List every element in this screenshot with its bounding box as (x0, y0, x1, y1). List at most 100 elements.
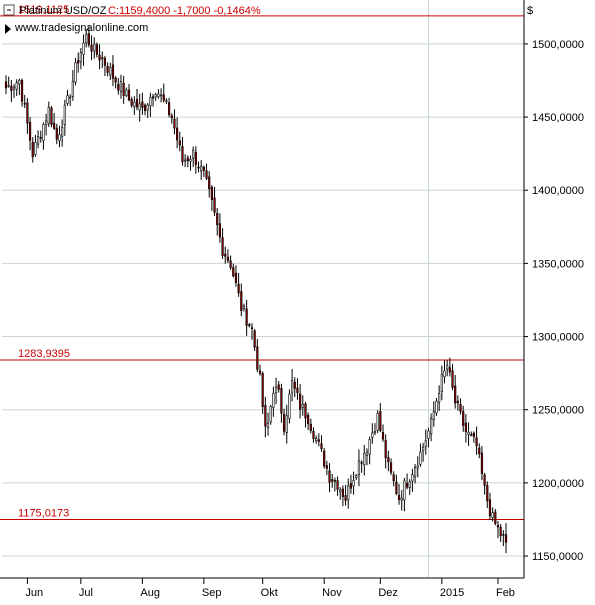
candle-103 (280, 383, 283, 423)
candle-150 (405, 473, 409, 490)
candle-35 (98, 44, 101, 70)
candle-44 (122, 75, 125, 104)
candle-37 (103, 55, 107, 76)
y-axis-unit: $ (527, 5, 533, 17)
candle-body-15 (45, 120, 48, 125)
candle-body-33 (93, 43, 96, 52)
candle-8 (26, 98, 29, 134)
candle-174 (470, 431, 473, 437)
candle-57 (157, 89, 160, 99)
candle-41 (114, 76, 117, 89)
candle-49 (135, 88, 139, 111)
candle-body-110 (299, 393, 302, 410)
candle-74 (202, 165, 205, 177)
candle-body-93 (253, 330, 256, 348)
candle-135 (365, 448, 369, 466)
candle-body-38 (106, 66, 109, 73)
candle-body-140 (379, 411, 382, 431)
candle-145 (392, 471, 395, 487)
candle-36 (101, 51, 104, 69)
candle-106 (288, 389, 291, 424)
candle-91 (248, 323, 251, 328)
candle-96 (261, 371, 264, 414)
candle-body-46 (127, 89, 131, 101)
x-tick-label-0: Jun (25, 587, 43, 599)
candle-body-138 (373, 431, 377, 434)
candle-127 (344, 484, 347, 506)
candle-105 (285, 404, 288, 444)
candle-125 (339, 487, 342, 500)
candle-173 (467, 422, 470, 446)
candle-52 (143, 103, 147, 116)
x-tick-label-2: Aug (140, 587, 160, 599)
candle-body-63 (173, 118, 176, 129)
candle-body-80 (218, 223, 222, 238)
candle-body-158 (427, 430, 430, 439)
candle-39 (109, 62, 112, 81)
candle-body-150 (405, 483, 409, 488)
candle-body-111 (301, 404, 304, 408)
candle-123 (333, 477, 336, 492)
candle-body-69 (189, 159, 192, 162)
candle-body-76 (208, 176, 211, 190)
candle-body-83 (226, 256, 230, 261)
grid (2, 0, 524, 578)
candle-60 (165, 98, 168, 105)
candle-body-99 (269, 406, 272, 423)
candle-134 (363, 444, 366, 476)
x-tick-label-4: Okt (261, 587, 278, 599)
candle-0 (4, 75, 8, 94)
candle-64 (176, 117, 179, 149)
candle-body-106 (288, 393, 291, 419)
candle-115 (312, 427, 315, 443)
candle-182 (491, 507, 494, 522)
candle-120 (325, 460, 328, 476)
candle-body-127 (344, 495, 347, 501)
candle-body-182 (491, 512, 494, 518)
candle-body-32 (90, 45, 93, 52)
candle-body-159 (430, 418, 433, 435)
candle-47 (130, 96, 133, 108)
candle-body-153 (413, 467, 417, 477)
x-tick-label-8: Feb (496, 587, 515, 599)
candle-body-176 (475, 437, 478, 446)
candle-59 (162, 83, 165, 103)
candle-body-180 (486, 485, 489, 502)
candle-81 (221, 228, 224, 259)
candle-body-185 (499, 527, 502, 536)
candle-20 (58, 125, 61, 148)
y-tick-label-1: 1200,0000 (532, 478, 584, 490)
candle-body-136 (368, 439, 371, 455)
candle-31 (87, 26, 90, 48)
candle-body-96 (261, 373, 264, 408)
candle-185 (499, 524, 502, 543)
candle-124 (336, 476, 339, 496)
candle-72 (197, 161, 200, 173)
candle-body-75 (205, 170, 208, 179)
candle-19 (55, 123, 58, 145)
candle-body-29 (82, 42, 85, 55)
candle-69 (189, 155, 192, 171)
candle-170 (459, 398, 462, 415)
candle-98 (266, 412, 270, 436)
candle-body-145 (392, 474, 395, 482)
candle-113 (307, 412, 310, 431)
candle-149 (403, 478, 406, 512)
candle-body-22 (63, 104, 66, 125)
candle-156 (422, 442, 425, 462)
candle-51 (141, 92, 144, 115)
candle-9 (28, 116, 32, 151)
candle-24 (69, 94, 72, 107)
candle-body-125 (339, 489, 342, 493)
candle-99 (269, 404, 272, 425)
candle-119 (323, 447, 326, 469)
candle-87 (237, 272, 240, 297)
candle-141 (381, 424, 385, 442)
candle-154 (416, 456, 419, 478)
candle-body-51 (141, 101, 144, 108)
candle-56 (154, 92, 157, 101)
candle-body-82 (224, 253, 227, 257)
candle-body-165 (446, 365, 449, 370)
collapse-toggle-icon[interactable] (3, 4, 15, 16)
